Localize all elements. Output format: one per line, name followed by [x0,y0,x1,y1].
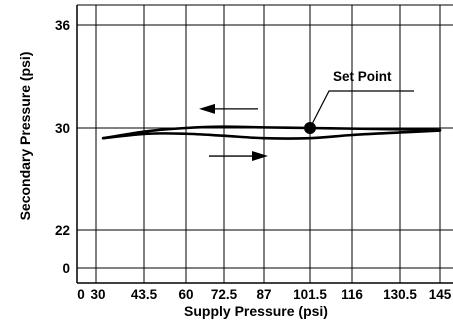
set-point-label: Set Point [333,69,392,84]
series [101,125,442,140]
x-tick-label: 101.5 [293,287,327,302]
y-tick-label: 22 [55,223,70,238]
y-tick-label: 36 [55,18,71,33]
x-tick-label: 116 [341,287,363,302]
x-tick-label: 0 [77,287,85,302]
arrow-right-head [252,151,268,162]
set-point-leader [309,90,414,129]
y-tick-label: 0 [62,261,70,276]
tick-labels: 0 22 30 36 0 30 43.5 60 72.5 87 101.5 116 130.5 145 [55,18,452,302]
x-tick-label: 60 [178,287,193,302]
x-tick-label: 30 [90,287,105,302]
y-axis-title: Secondary Pressure (psi) [17,52,33,221]
y-tick-label: 30 [55,121,70,136]
x-axis-title: Supply Pressure (psi) [184,303,328,319]
x-tick-label: 145 [429,287,452,302]
set-point-marker [304,122,316,134]
series-line-increasing [101,125,442,140]
annotations: Set Point [199,69,414,162]
x-tick-label: 43.5 [131,287,158,302]
x-tick-label: 72.5 [211,287,238,302]
x-tick-label: 87 [256,287,271,302]
x-tick-label: 130.5 [383,287,417,302]
series-line-decreasing [101,129,442,140]
axes [76,4,453,284]
arrow-left-head [199,103,215,114]
grid [77,5,453,283]
